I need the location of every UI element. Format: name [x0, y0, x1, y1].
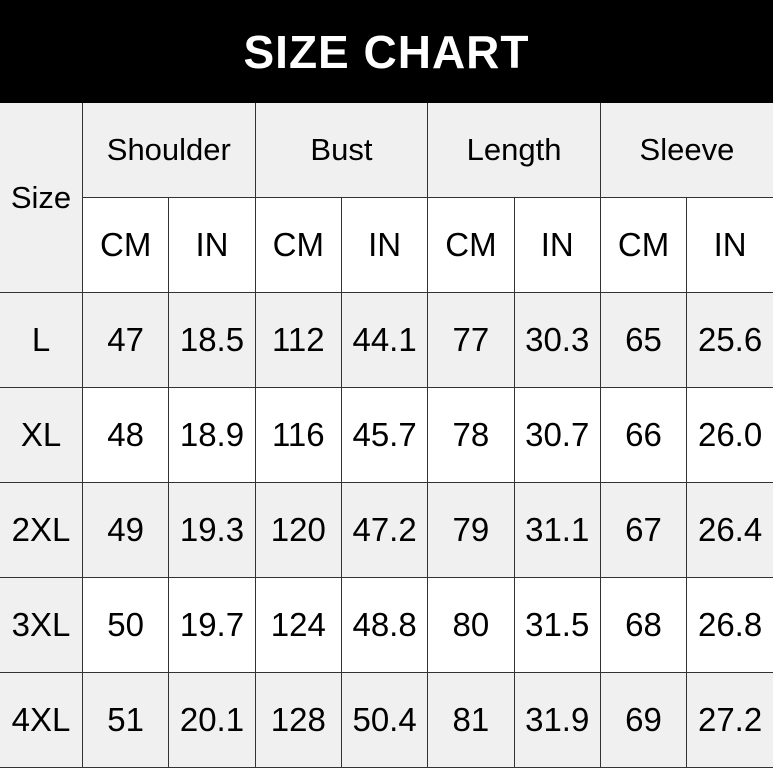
- value-cell: 112: [254, 292, 342, 388]
- unit-header: CM: [82, 197, 170, 293]
- value-cell: 50: [81, 577, 170, 673]
- value-cell: 77: [427, 292, 515, 388]
- size-cell: L: [0, 292, 83, 388]
- value-cell: 30.3: [513, 292, 601, 388]
- table-row: 2XL 49 19.3 120 47.2 79 31.1 67 26.4: [0, 482, 773, 578]
- value-cell: 31.1: [513, 482, 601, 578]
- value-cell: 26.0: [686, 387, 773, 483]
- unit-header: IN: [686, 197, 773, 293]
- size-cell: 3XL: [0, 577, 83, 673]
- value-cell: 25.6: [686, 292, 773, 388]
- group-header-sleeve: Sleeve: [599, 103, 773, 198]
- table-row: L 47 18.5 112 44.1 77 30.3 65 25.6: [0, 292, 773, 388]
- value-cell: 78: [427, 387, 515, 483]
- value-cell: 124: [254, 577, 342, 673]
- unit-header: IN: [340, 197, 429, 293]
- table-row: XL 48 18.9 116 45.7 78 30.7 66 26.0: [0, 387, 773, 483]
- table-row: 3XL 50 19.7 124 48.8 80 31.5 68 26.8: [0, 577, 773, 673]
- value-cell: 116: [254, 387, 342, 483]
- value-cell: 18.5: [168, 292, 256, 388]
- value-cell: 128: [254, 672, 342, 768]
- value-cell: 80: [427, 577, 515, 673]
- value-cell: 31.5: [513, 577, 601, 673]
- value-cell: 79: [427, 482, 515, 578]
- value-cell: 66: [599, 387, 688, 483]
- size-cell: 2XL: [0, 482, 83, 578]
- value-cell: 50.4: [340, 672, 429, 768]
- value-cell: 51: [81, 672, 170, 768]
- value-cell: 68: [599, 577, 688, 673]
- value-cell: 47: [81, 292, 170, 388]
- header-row-units: CM IN CM IN CM IN CM IN: [0, 197, 773, 293]
- group-header-bust: Bust: [254, 103, 429, 198]
- value-cell: 49: [81, 482, 170, 578]
- value-cell: 26.8: [686, 577, 773, 673]
- value-cell: 31.9: [513, 672, 601, 768]
- size-chart-table: Size Shoulder Bust Length Sleeve CM IN CM I…: [0, 103, 773, 768]
- value-cell: 48: [81, 387, 170, 483]
- size-cell: XL: [0, 387, 83, 483]
- value-cell: 27.2: [686, 672, 773, 768]
- unit-header: IN: [168, 197, 256, 293]
- value-cell: 67: [599, 482, 688, 578]
- page-title: SIZE CHART: [0, 0, 773, 103]
- unit-header: CM: [254, 197, 342, 293]
- value-cell: 69: [599, 672, 688, 768]
- value-cell: 20.1: [168, 672, 256, 768]
- value-cell: 81: [427, 672, 515, 768]
- header-row-groups: Size Shoulder Bust Length Sleeve: [0, 103, 773, 293]
- value-cell: 48.8: [340, 577, 429, 673]
- value-cell: 26.4: [686, 482, 773, 578]
- value-cell: 19.7: [168, 577, 256, 673]
- value-cell: 45.7: [340, 387, 429, 483]
- unit-header: CM: [427, 197, 515, 293]
- value-cell: 18.9: [168, 387, 256, 483]
- value-cell: 65: [599, 292, 688, 388]
- value-cell: 47.2: [340, 482, 429, 578]
- value-cell: 19.3: [168, 482, 256, 578]
- table-row: 4XL 51 20.1 128 50.4 81 31.9 69 27.2: [0, 672, 773, 768]
- value-cell: 44.1: [340, 292, 429, 388]
- unit-header: IN: [513, 197, 601, 293]
- unit-header: CM: [599, 197, 688, 293]
- group-header-shoulder: Shoulder: [82, 103, 256, 198]
- size-header: Size: [0, 103, 83, 293]
- value-cell: 120: [254, 482, 342, 578]
- size-cell: 4XL: [0, 672, 83, 768]
- group-header-length: Length: [427, 103, 601, 198]
- value-cell: 30.7: [513, 387, 601, 483]
